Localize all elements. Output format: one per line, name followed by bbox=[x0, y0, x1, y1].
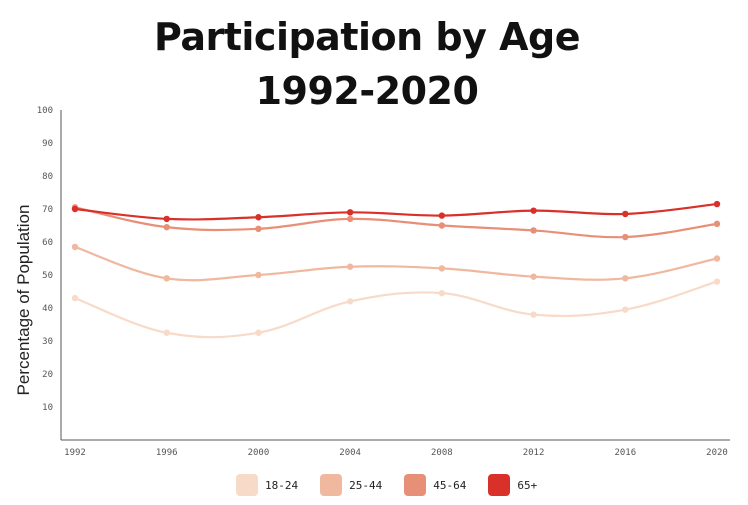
line-chart: 10 20 30 40 50 60 70 80 90 100 1992 1996 2000 2004 200… bbox=[14, 106, 730, 458]
x-tick-label: 2000 bbox=[248, 448, 270, 458]
x-tick-label: 2020 bbox=[706, 448, 728, 458]
data-point bbox=[530, 227, 537, 234]
data-point bbox=[255, 329, 262, 336]
data-point bbox=[622, 275, 629, 282]
data-point bbox=[530, 273, 537, 280]
data-point bbox=[163, 275, 170, 282]
legend-swatch bbox=[488, 474, 511, 496]
y-tick-label: 40 bbox=[42, 304, 53, 314]
y-tick-label: 100 bbox=[37, 106, 53, 116]
data-point bbox=[438, 265, 446, 272]
y-axis-label: Percentage of Population bbox=[14, 205, 33, 396]
y-tick-label: 60 bbox=[42, 238, 53, 248]
series-45-64 bbox=[71, 204, 721, 241]
y-tick-label: 30 bbox=[42, 337, 53, 347]
data-point bbox=[438, 289, 446, 297]
data-point bbox=[530, 207, 537, 214]
y-tick-label: 50 bbox=[42, 271, 53, 281]
data-point bbox=[346, 298, 354, 305]
legend-item-45-64: 45-64 bbox=[404, 474, 466, 496]
data-point bbox=[713, 278, 721, 285]
chart-title-line-1: Participation by Age bbox=[154, 15, 580, 59]
legend-swatch bbox=[320, 474, 343, 496]
legend-swatch bbox=[236, 474, 258, 496]
data-point bbox=[255, 271, 262, 279]
legend-label: 45-64 bbox=[433, 478, 467, 492]
data-point bbox=[346, 263, 354, 270]
series-line bbox=[74, 202, 718, 221]
data-point bbox=[438, 222, 446, 229]
data-point bbox=[622, 210, 629, 218]
legend-label: 65+ bbox=[517, 478, 538, 492]
data-point bbox=[71, 205, 79, 213]
chart-title: Participation by Age 1992-2020 bbox=[0, 10, 734, 118]
legend-item-25-44: 25-44 bbox=[320, 474, 382, 496]
data-point bbox=[438, 212, 446, 219]
chart-title-line-2: 1992-2020 bbox=[255, 69, 479, 113]
legend-label: 25-44 bbox=[349, 478, 383, 492]
data-point bbox=[713, 200, 721, 208]
x-tick-label: 2004 bbox=[339, 448, 361, 458]
data-point bbox=[163, 215, 170, 223]
x-tick-label: 2016 bbox=[614, 448, 636, 458]
data-point bbox=[163, 329, 170, 336]
data-point bbox=[713, 220, 721, 228]
legend-item-18-24: 18-24 bbox=[236, 474, 298, 496]
data-point bbox=[71, 243, 79, 251]
axes: 10 20 30 40 50 60 70 80 90 100 1992 1996 2000 2004 200… bbox=[37, 106, 730, 458]
series-65+ bbox=[71, 200, 721, 223]
legend-item-65-plus: 65+ bbox=[488, 474, 537, 496]
y-tick-label: 20 bbox=[42, 370, 53, 380]
data-point bbox=[530, 311, 537, 318]
series-line bbox=[74, 280, 718, 339]
y-tick-label: 90 bbox=[42, 139, 53, 149]
legend: 18-24 25-44 45-64 65+ bbox=[236, 474, 559, 496]
legend-label: 18-24 bbox=[265, 478, 299, 492]
y-tick-label: 80 bbox=[42, 172, 53, 182]
data-point bbox=[255, 225, 262, 232]
series-line bbox=[74, 206, 718, 239]
y-tick-label: 10 bbox=[42, 403, 53, 413]
data-point bbox=[622, 233, 629, 241]
x-tick-label: 1992 bbox=[64, 448, 86, 458]
series-line bbox=[74, 245, 718, 282]
x-tick-label: 2012 bbox=[523, 448, 545, 458]
legend-swatch bbox=[404, 474, 427, 496]
series-layer bbox=[71, 200, 721, 339]
data-point bbox=[71, 294, 79, 302]
data-point bbox=[713, 255, 721, 262]
series-18-24 bbox=[71, 278, 721, 339]
series-25-44 bbox=[71, 243, 721, 282]
x-tick-label: 1996 bbox=[156, 448, 178, 458]
data-point bbox=[622, 306, 629, 313]
x-tick-label: 2008 bbox=[431, 448, 453, 458]
y-tick-label: 70 bbox=[42, 205, 53, 215]
data-point bbox=[346, 215, 354, 223]
data-point bbox=[255, 214, 262, 221]
data-point bbox=[346, 209, 354, 216]
data-point bbox=[163, 223, 170, 231]
